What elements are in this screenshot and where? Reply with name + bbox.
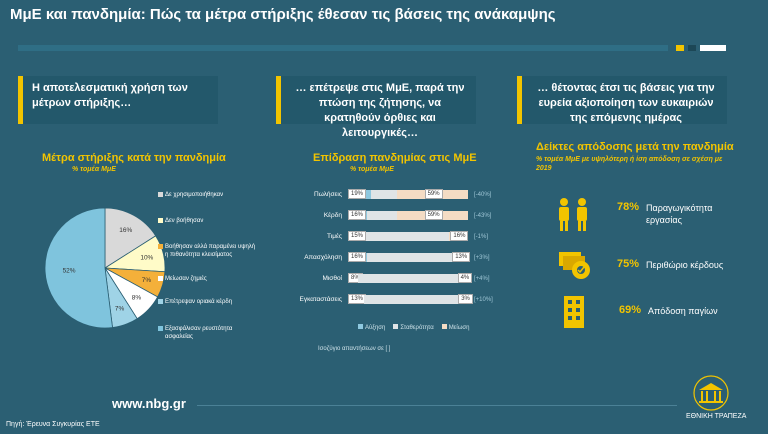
bar-value-label: 19% — [348, 189, 367, 199]
money-gear-icon — [559, 252, 590, 279]
pie-slice-label: 8% — [132, 295, 142, 302]
bar-value-label: 59% — [424, 189, 443, 199]
bar-category-label: Κέρδη — [323, 212, 342, 219]
bar-value-label: 59% — [424, 210, 443, 220]
bar-legend: Αύξηση Σταθερότητα Μείωση — [350, 324, 469, 331]
pie-subtitle: % τομέα ΜμΕ — [72, 166, 116, 173]
legend-label: Αύξηση — [365, 325, 386, 331]
footer-source: Πηγή: Έρευνα Συγκυρίας ΕΤΕ — [6, 421, 100, 428]
header-box-1: Η αποτελεσματική χρήση των μέτρων στήριξ… — [18, 76, 218, 124]
pie-slice — [44, 207, 113, 329]
kpi-title: Δείκτες απόδοσης μετά την πανδημία — [536, 141, 734, 153]
header-text-3: … θέτοντας έτσι τις βάσεις για την ευρεί… — [537, 82, 715, 124]
bar-value-label: 16% — [348, 252, 367, 262]
pie-slice-label: 7% — [142, 277, 152, 284]
bar-value-label: 13% — [452, 252, 471, 262]
bar-balance-label: [-43%] — [474, 213, 492, 219]
bar-category-label: Τιμές — [327, 233, 342, 240]
kpi-value-1: 78% — [617, 201, 640, 213]
kpi-value-2: 75% — [617, 258, 640, 270]
kpi-label-2: Περιθώριο κέρδους — [646, 260, 724, 270]
bar-subtitle: % τομέα ΜμΕ — [350, 166, 394, 173]
bar-segment — [367, 253, 453, 262]
bar-category-label: Πωλήσεις — [314, 191, 342, 198]
bank-name: ΕΘΝΙΚΗ ΤΡΑΠΕΖΑ — [686, 413, 747, 420]
kpi-label-3: Απόδοση παγίων — [648, 306, 718, 316]
header-box-2: … επέτρεψε στις ΜμΕ, παρά την πτώση της … — [276, 76, 476, 139]
divider-dark — [688, 45, 696, 51]
bar-segment — [366, 232, 449, 241]
pie-slice-label: 16% — [119, 227, 132, 234]
bar-category-label: Απασχόληση — [304, 254, 342, 261]
bar-segment — [363, 295, 465, 304]
kpi-value-3: 69% — [619, 304, 642, 316]
bar-segment — [367, 211, 398, 220]
legend-swatch — [393, 324, 399, 329]
legend-swatch — [358, 324, 363, 329]
bar-segment — [370, 190, 398, 199]
legend-swatch — [441, 324, 447, 329]
pie-slice-label: 7% — [115, 306, 125, 313]
bar-balance-label: [-1%] — [474, 234, 489, 240]
header-box-3: … θέτοντας έτσι τις βάσεις για την ευρεί… — [517, 76, 727, 124]
divider-line — [18, 45, 668, 51]
bar-balance-label: [+3%] — [474, 255, 490, 261]
bank-logo-icon — [693, 375, 729, 411]
bar-value-label: 16% — [348, 210, 367, 220]
bar-category-label: Μισθοί — [322, 275, 342, 282]
pie-slice — [104, 207, 157, 269]
divider-white — [700, 45, 726, 51]
kpi-label-1: Παραγωγικότητα εργασίας — [646, 203, 713, 225]
legend-label: Σταθερότητα — [400, 325, 434, 331]
legend-label: Μείωση — [448, 325, 470, 331]
bar-balance-label: [+10%] — [474, 297, 493, 303]
footer-rule — [197, 405, 677, 406]
bar-category-label: Εγκαταστάσεις — [299, 296, 342, 303]
divider-accent — [676, 45, 684, 51]
bar-balance-label: [+4%] — [474, 276, 490, 282]
bar-value-label: 16% — [450, 231, 469, 241]
workers-icon — [559, 198, 587, 231]
bar-balance-label: [-40%] — [474, 192, 492, 198]
page-title: ΜμΕ και πανδημία: Πώς τα μέτρα στήριξης … — [10, 6, 556, 23]
bar-title: Επίδραση πανδημίας στις ΜμΕ — [313, 152, 477, 164]
bar-value-label: 15% — [348, 231, 367, 241]
footer-url-link[interactable]: www.nbg.gr — [112, 396, 186, 411]
header-text-2: … επέτρεψε στις ΜμΕ, παρά την πτώση της … — [295, 82, 465, 139]
header-text-1: Η αποτελεσματική χρήση των μέτρων στήριξ… — [32, 82, 188, 109]
bar-footnote: Ισοζύγιο απαντήσεων σε [ ] — [318, 346, 391, 352]
pie-chart: 16% 10% 7% 8% 7% 52% — [44, 207, 166, 329]
pie-title: Μέτρα στήριξης κατά την πανδημία — [42, 152, 226, 164]
pie-slice-label: 10% — [140, 254, 153, 261]
building-icon — [564, 296, 584, 328]
pie-slice-label: 52% — [63, 267, 76, 274]
bar-value-label: 3% — [458, 294, 473, 304]
kpi-subtitle: % τομέα ΜμΕ με υψηλότερη ή ίση απόδοση σ… — [536, 156, 723, 172]
bar-chart: Πωλήσεις 19% 59% [-40%] Κέρδη 16% 59% [-43%] Τιμ… — [270, 189, 510, 331]
bar-segment — [357, 274, 464, 283]
bar-value-label: 4% — [457, 273, 473, 283]
